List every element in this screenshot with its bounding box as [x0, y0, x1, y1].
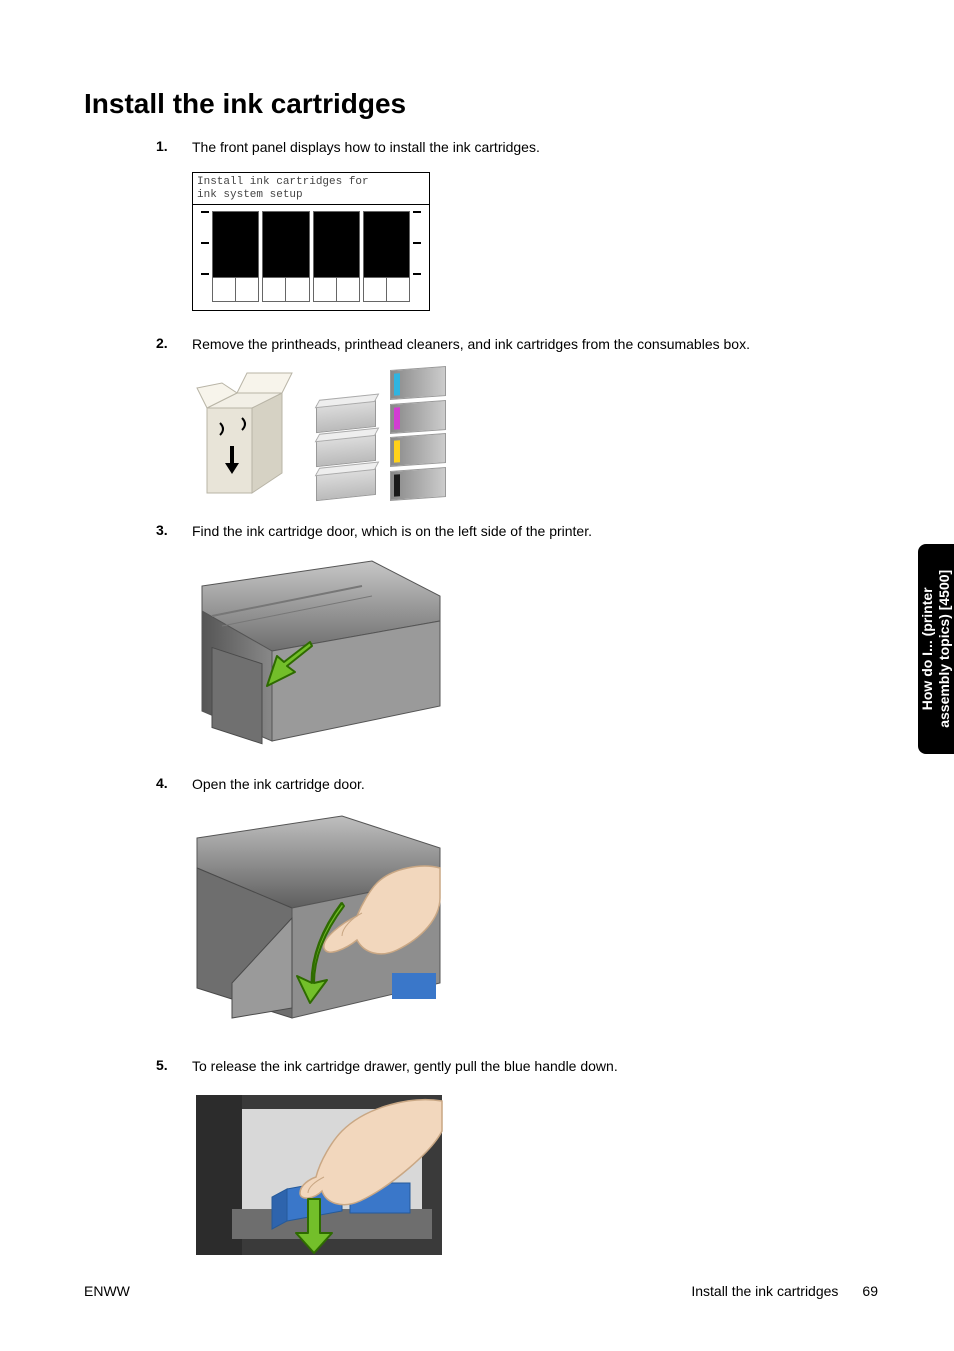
- step-1: 1. The front panel displays how to insta…: [156, 138, 878, 158]
- step-text: Open the ink cartridge door.: [192, 775, 365, 795]
- step-num: 2.: [156, 335, 192, 355]
- illustration-cartridge-door: [192, 556, 878, 751]
- illustration-lcd-panel: Install ink cartridges for ink system se…: [192, 172, 878, 311]
- step-text: Remove the printheads, printhead cleaner…: [192, 335, 750, 355]
- step-text: To release the ink cartridge drawer, gen…: [192, 1057, 618, 1077]
- illustration-consumables-box: [192, 368, 878, 498]
- side-tab-line1: How do I... (printer: [919, 588, 935, 711]
- step-num: 3.: [156, 522, 192, 542]
- step-num: 5.: [156, 1057, 192, 1077]
- illustration-blue-handle: [192, 1091, 878, 1264]
- lcd-line1: Install ink cartridges for: [197, 176, 369, 188]
- cartridge-item: [390, 467, 446, 500]
- step-text: Find the ink cartridge door, which is on…: [192, 522, 592, 542]
- step-3: 3. Find the ink cartridge door, which is…: [156, 522, 878, 542]
- side-tab-line2: assembly topics) [4500]: [936, 570, 952, 728]
- page-footer: ENWW Install the ink cartridges 69: [84, 1283, 878, 1299]
- cartridge-item: [390, 400, 446, 433]
- cartridge-item: [390, 433, 446, 466]
- step-text: The front panel displays how to install …: [192, 138, 540, 158]
- illustration-open-door: [192, 808, 878, 1033]
- cartridge-item: [390, 366, 446, 399]
- step-num: 1.: [156, 138, 192, 158]
- footer-section-title: Install the ink cartridges: [691, 1283, 838, 1299]
- footer-page-number: 69: [862, 1283, 878, 1299]
- page-title: Install the ink cartridges: [84, 88, 878, 120]
- section-side-tab: How do I... (printer assembly topics) [4…: [918, 544, 954, 754]
- footer-left: ENWW: [84, 1283, 130, 1299]
- step-5: 5. To release the ink cartridge drawer, …: [156, 1057, 878, 1077]
- step-2: 2. Remove the printheads, printhead clea…: [156, 335, 878, 355]
- step-4: 4. Open the ink cartridge door.: [156, 775, 878, 795]
- lcd-line2: ink system setup: [197, 189, 303, 201]
- step-num: 4.: [156, 775, 192, 795]
